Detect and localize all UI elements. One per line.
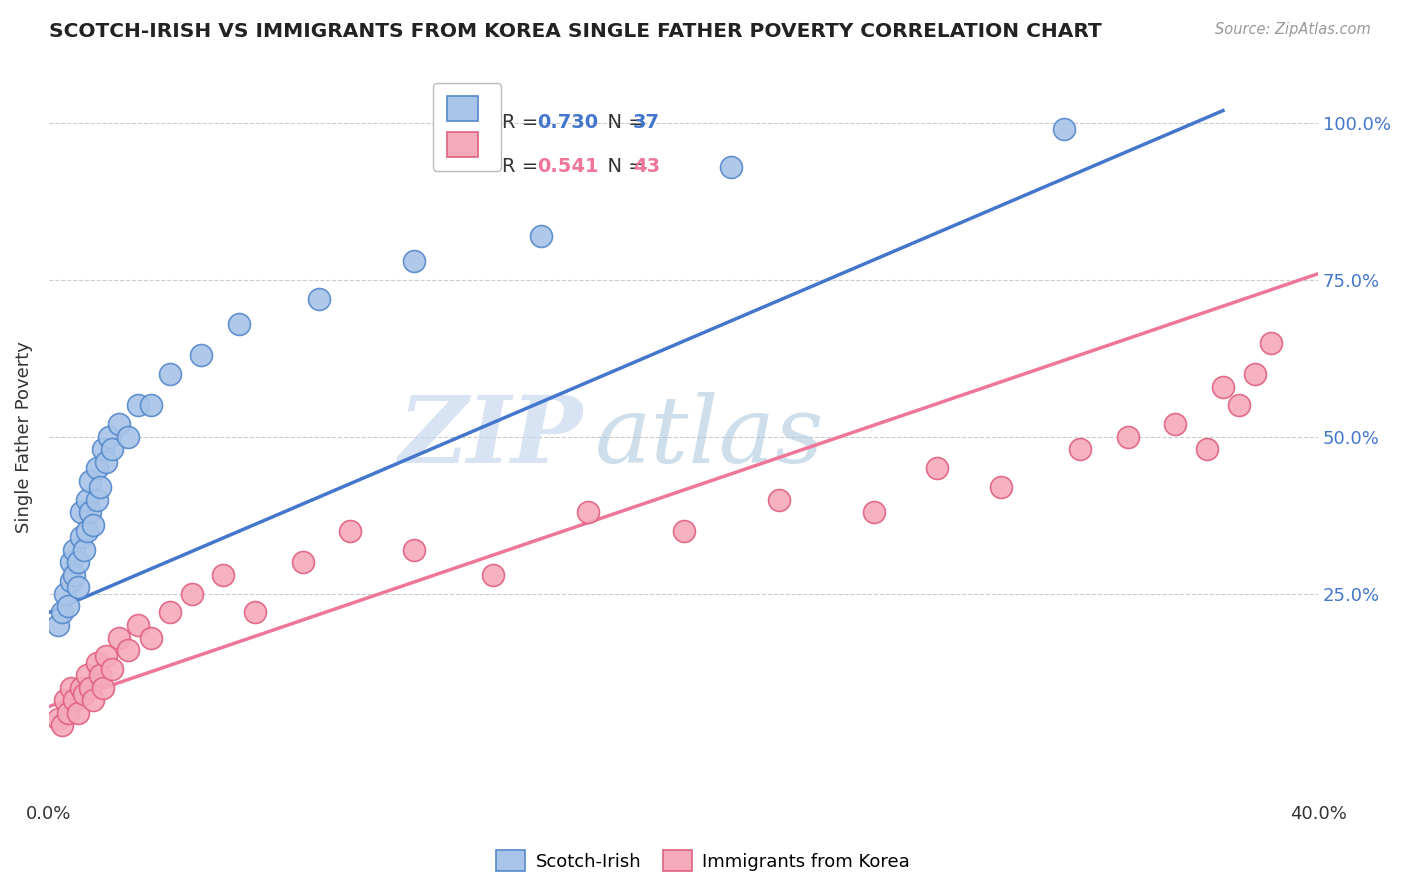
Point <box>339 524 361 538</box>
Point <box>63 542 86 557</box>
Text: ZIP: ZIP <box>398 392 582 482</box>
Text: 0.541: 0.541 <box>537 157 599 176</box>
Point <box>180 586 202 600</box>
Point <box>76 668 98 682</box>
Point <box>228 317 250 331</box>
Point <box>91 681 114 695</box>
Point <box>73 542 96 557</box>
Point <box>60 681 83 695</box>
Point <box>291 555 314 569</box>
Point <box>76 492 98 507</box>
Point <box>69 505 91 519</box>
Point <box>86 461 108 475</box>
Point <box>86 492 108 507</box>
Point <box>107 417 129 432</box>
Point <box>48 618 70 632</box>
Point <box>245 606 267 620</box>
Point <box>1069 442 1091 457</box>
Text: R =: R = <box>502 113 544 132</box>
Point <box>482 567 505 582</box>
Point <box>56 706 79 720</box>
Point <box>56 599 79 614</box>
Point <box>576 505 599 519</box>
Point <box>1227 399 1250 413</box>
Point <box>86 656 108 670</box>
Point <box>69 681 91 695</box>
Point <box>51 718 73 732</box>
Point <box>66 580 89 594</box>
Point <box>768 492 790 507</box>
Point <box>672 524 695 538</box>
Point <box>1212 379 1234 393</box>
Point <box>117 643 139 657</box>
Point <box>117 430 139 444</box>
Point <box>89 668 111 682</box>
Point <box>60 555 83 569</box>
Point <box>159 367 181 381</box>
Point <box>1197 442 1219 457</box>
Point <box>66 706 89 720</box>
Point <box>63 567 86 582</box>
Legend: , : , <box>433 83 501 170</box>
Point <box>53 586 76 600</box>
Point <box>82 693 104 707</box>
Point <box>402 254 425 268</box>
Point <box>94 649 117 664</box>
Point <box>82 517 104 532</box>
Point <box>1243 367 1265 381</box>
Point <box>79 681 101 695</box>
Point <box>159 606 181 620</box>
Point <box>48 712 70 726</box>
Point <box>139 399 162 413</box>
Point <box>1164 417 1187 432</box>
Point <box>94 455 117 469</box>
Point <box>1116 430 1139 444</box>
Point <box>139 631 162 645</box>
Point <box>89 480 111 494</box>
Point <box>190 348 212 362</box>
Text: 37: 37 <box>633 113 659 132</box>
Text: N =: N = <box>595 157 651 176</box>
Point <box>308 292 330 306</box>
Point <box>990 480 1012 494</box>
Point <box>101 662 124 676</box>
Text: R =: R = <box>502 157 544 176</box>
Point <box>127 399 149 413</box>
Point <box>1053 122 1076 136</box>
Point <box>720 160 742 174</box>
Point <box>402 542 425 557</box>
Point <box>69 530 91 544</box>
Point <box>60 574 83 588</box>
Point <box>863 505 886 519</box>
Point <box>79 505 101 519</box>
Point <box>212 567 235 582</box>
Point <box>53 693 76 707</box>
Point <box>98 430 121 444</box>
Point <box>63 693 86 707</box>
Point <box>127 618 149 632</box>
Point <box>91 442 114 457</box>
Point <box>101 442 124 457</box>
Point <box>66 555 89 569</box>
Point <box>927 461 949 475</box>
Point <box>530 229 553 244</box>
Text: SCOTCH-IRISH VS IMMIGRANTS FROM KOREA SINGLE FATHER POVERTY CORRELATION CHART: SCOTCH-IRISH VS IMMIGRANTS FROM KOREA SI… <box>49 22 1102 41</box>
Point <box>107 631 129 645</box>
Y-axis label: Single Father Poverty: Single Father Poverty <box>15 341 32 533</box>
Text: 43: 43 <box>633 157 659 176</box>
Text: 0.730: 0.730 <box>537 113 599 132</box>
Legend: Scotch-Irish, Immigrants from Korea: Scotch-Irish, Immigrants from Korea <box>488 843 918 879</box>
Point <box>51 606 73 620</box>
Point <box>76 524 98 538</box>
Text: N =: N = <box>595 113 651 132</box>
Text: Source: ZipAtlas.com: Source: ZipAtlas.com <box>1215 22 1371 37</box>
Text: atlas: atlas <box>595 392 824 482</box>
Point <box>73 687 96 701</box>
Point <box>79 474 101 488</box>
Point <box>1260 335 1282 350</box>
